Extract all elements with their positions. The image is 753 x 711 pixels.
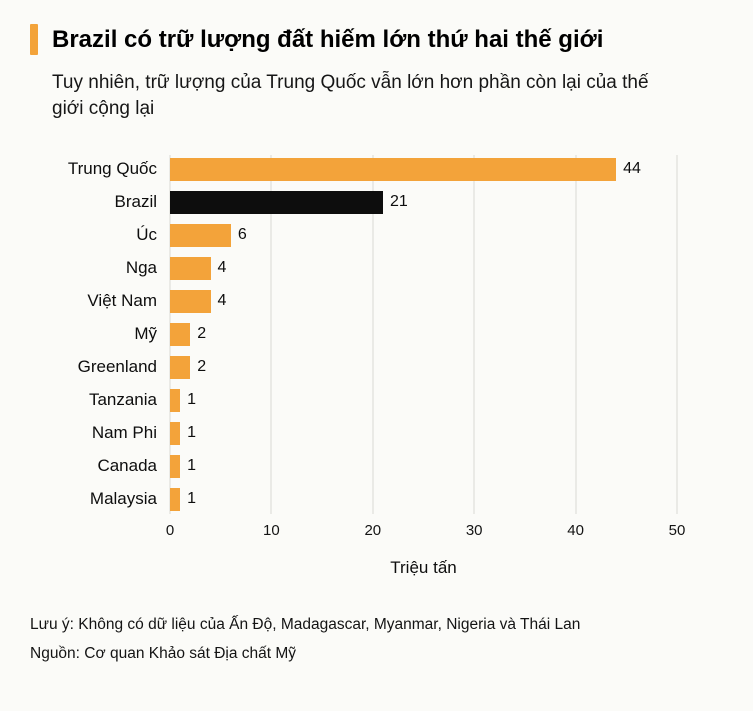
- value-label: 1: [187, 391, 197, 409]
- x-axis-label: Triệu tấn: [390, 557, 457, 577]
- gridline: [575, 154, 577, 514]
- row-plot: 4: [170, 256, 677, 280]
- category-label: Trung Quốc: [67, 159, 157, 179]
- chart-row: Tanzania 1: [30, 384, 677, 417]
- x-tick-label: 0: [165, 521, 175, 539]
- category-label: Greenland: [77, 357, 157, 377]
- bar-highlight: [170, 190, 383, 214]
- bar: [170, 256, 211, 280]
- value-label: 21: [389, 193, 408, 211]
- value-label: 44: [623, 160, 641, 178]
- x-tick-label: 10: [263, 521, 280, 539]
- row-plot: 1: [170, 388, 677, 412]
- gridline: [676, 154, 678, 514]
- chart-row: Trung Quốc 44: [30, 153, 677, 186]
- row-plot: 1: [170, 454, 677, 478]
- value-label: 2: [197, 358, 207, 376]
- value-label: 2: [197, 325, 207, 343]
- category-label: Nam Phi: [91, 423, 157, 443]
- bar: [170, 355, 191, 379]
- x-tick-label: 20: [364, 521, 382, 539]
- gridline: [372, 154, 374, 514]
- bar-chart: Trung Quốc 44 Brazil 21 Úc 6 Nga 4 Việt Nam 4 Mỹ 2 G…: [30, 153, 686, 578]
- chart-subtitle: Tuy nhiên, trữ lượng của Trung Quốc vẫn …: [52, 72, 649, 120]
- category-label: Mỹ: [134, 324, 157, 344]
- category-label: Úc: [136, 225, 157, 245]
- value-label: 4: [217, 292, 227, 310]
- row-plot: 21: [170, 190, 677, 214]
- title-accent-bar: [30, 24, 38, 56]
- bar: [170, 223, 231, 247]
- plot-area: Trung Quốc 44 Brazil 21 Úc 6 Nga 4 Việt Nam 4 Mỹ 2 G…: [30, 153, 678, 516]
- row-plot: 1: [170, 487, 677, 511]
- category-label: Việt Nam: [87, 291, 157, 311]
- chart-header: Brazil có trữ lượng đất hiếm lớn thứ hai…: [30, 24, 723, 123]
- category-label: Brazil: [114, 192, 157, 212]
- bar: [170, 289, 211, 313]
- chart-row: Brazil 21: [30, 186, 677, 219]
- value-label: 1: [187, 490, 197, 508]
- row-plot: 2: [170, 322, 677, 346]
- chart-note: Lưu ý: Không có dữ liệu của Ấn Độ, Madag…: [30, 615, 581, 633]
- bar: [170, 487, 181, 511]
- row-plot: 6: [170, 223, 677, 247]
- chart-source: Nguồn: Cơ quan Khảo sát Địa chất Mỹ: [30, 645, 297, 663]
- bar: [170, 322, 191, 346]
- x-axis-ticks: 0 10 20 30 40 50: [166, 521, 686, 546]
- chart-row: Nam Phi 1: [30, 417, 677, 450]
- bar: [170, 157, 617, 181]
- row-plot: 2: [170, 355, 677, 379]
- bar: [170, 388, 181, 412]
- row-plot: 1: [170, 421, 677, 445]
- category-label: Canada: [97, 456, 157, 476]
- chart-row: Mỹ 2: [30, 318, 677, 351]
- bar: [170, 454, 181, 478]
- chart-row: Nga 4: [30, 252, 677, 285]
- category-label: Malaysia: [89, 489, 157, 509]
- row-plot: 4: [170, 289, 677, 313]
- value-label: 1: [187, 424, 197, 442]
- bar-rows: Trung Quốc 44 Brazil 21 Úc 6 Nga 4 Việt Nam 4 Mỹ 2 G…: [30, 153, 677, 516]
- x-tick-label: 30: [465, 521, 483, 539]
- x-tick-label: 50: [668, 521, 686, 539]
- category-label: Tanzania: [88, 390, 157, 410]
- gridline: [270, 154, 272, 514]
- chart-row: Úc 6: [30, 219, 677, 252]
- chart-row: Malaysia 1: [30, 483, 677, 516]
- category-label: Nga: [125, 258, 157, 278]
- bar: [170, 421, 181, 445]
- value-label: 1: [187, 457, 197, 475]
- x-tick-label: 40: [567, 521, 584, 539]
- chart-row: Việt Nam 4: [30, 285, 677, 318]
- row-plot: 44: [170, 157, 677, 181]
- gridline: [473, 154, 475, 514]
- chart-title: Brazil có trữ lượng đất hiếm lớn thứ hai…: [52, 26, 604, 53]
- chart-row: Canada 1: [30, 450, 677, 483]
- value-label: 6: [237, 226, 247, 244]
- value-label: 4: [217, 259, 227, 277]
- chart-row: Greenland 2: [30, 351, 677, 384]
- title-row: Brazil có trữ lượng đất hiếm lớn thứ hai…: [30, 24, 723, 56]
- chart-footer: Lưu ý: Không có dữ liệu của Ấn Độ, Madag…: [30, 610, 723, 669]
